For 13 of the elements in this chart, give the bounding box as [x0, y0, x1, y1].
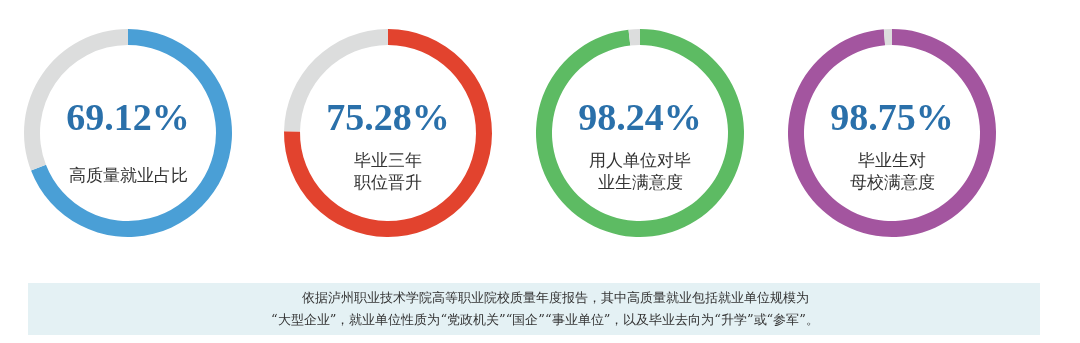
text: 用人单位对毕 [589, 150, 691, 170]
data-label: 98.75% [830, 96, 954, 138]
text: 业生满意度 [597, 172, 683, 192]
data-label: 69.12% [66, 96, 190, 138]
text: 毕业三年 [354, 150, 422, 170]
data-label: 98.24% [578, 96, 702, 138]
data-label: 75.28% [326, 96, 450, 138]
text: 依据泸州职业技术学院高等职业院校质量年度报告，其中高质量就业包括就业单位规模为 [301, 290, 809, 305]
text: 母校满意度 [849, 172, 935, 192]
text: 毕业生对 [858, 150, 926, 170]
text: 高质量就业占比 [68, 165, 188, 185]
text: “大型企业”，就业单位性质为“党政机关”“国企”“事业单位”，以及毕业去向为“升学”或“参军”。 [271, 312, 819, 327]
text: 职位晋升 [354, 172, 422, 192]
